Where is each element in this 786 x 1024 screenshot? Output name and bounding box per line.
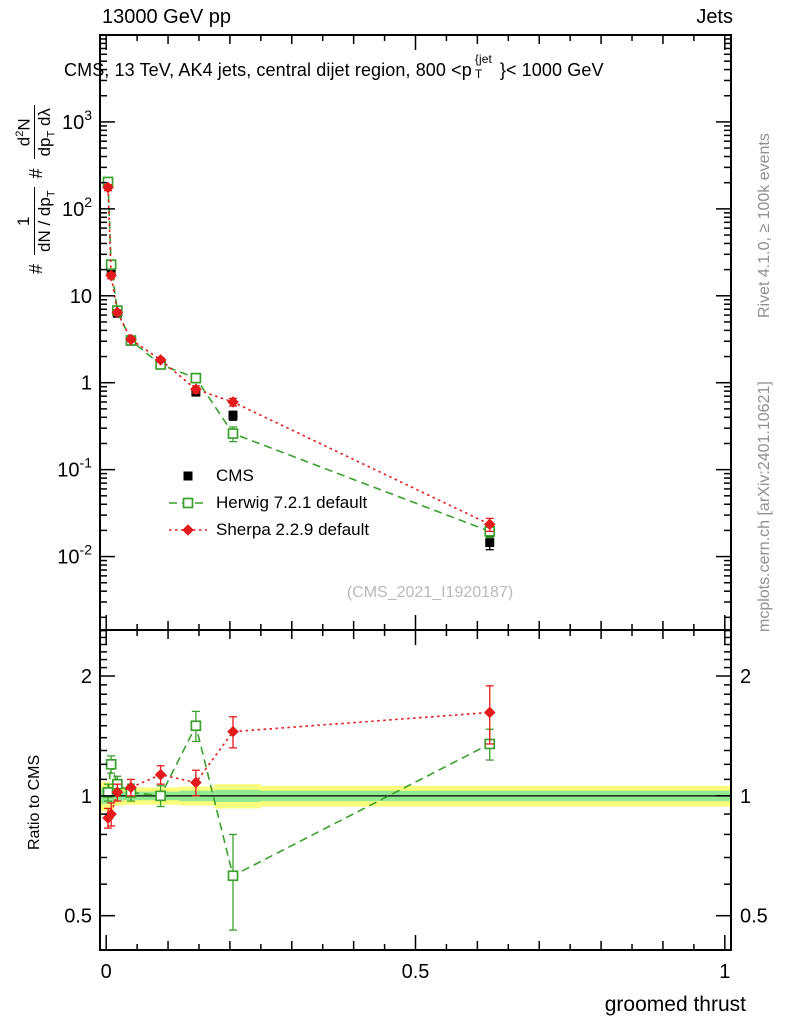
hash-symbol-2: #	[25, 168, 46, 179]
legend-item-cms: CMS	[168, 462, 369, 489]
svg-text:0.5: 0.5	[740, 906, 768, 928]
analysis-id-watermark: (CMS_2021_I1920187)	[346, 584, 514, 601]
svg-text:0.5: 0.5	[402, 961, 430, 983]
norm-fraction: 1 dN / dpT	[14, 187, 58, 255]
plot-title-text-2: }< 1000 GeV	[499, 60, 604, 80]
plot-title-text-1: CMS, 13 TeV, AK4 jets, central dijet reg…	[64, 60, 472, 80]
x-axis-label: groomed thrust	[604, 993, 746, 1016]
pt-subscript: T	[474, 67, 483, 81]
obs-den-text: dp	[35, 137, 55, 157]
svg-text:10-1: 10-1	[57, 455, 92, 482]
x-ticks	[105, 35, 726, 630]
svg-text:2: 2	[81, 666, 92, 688]
obs-num-d: d	[14, 136, 34, 147]
cms-marker-icon	[168, 466, 208, 486]
herwig-marker-icon	[168, 493, 208, 513]
svg-text:2: 2	[740, 666, 751, 688]
ratio-y-axis-label: Ratio to CMS	[26, 754, 43, 850]
svg-text:1: 1	[740, 786, 751, 808]
main-y-axis-label: # 1 dN / dpT # d2N dpT dλ	[14, 105, 58, 274]
analysis-group-label: Jets	[696, 6, 733, 28]
ratio-y-ticks	[100, 629, 731, 917]
observable-fraction-num: d2N	[14, 105, 36, 160]
legend: CMS Herwig 7.2.1 default Sherpa 2.2.9 de…	[168, 462, 369, 543]
svg-text:103: 103	[62, 107, 92, 134]
main-y-ticks	[100, 34, 731, 619]
legend-item-sherpa: Sherpa 2.2.9 default	[168, 516, 369, 543]
observable-fraction: d2N dpT dλ	[14, 105, 58, 160]
observable-fraction-den: dpT dλ	[35, 105, 58, 159]
legend-item-herwig: Herwig 7.2.1 default	[168, 489, 369, 516]
rivet-version-note: Rivet 4.1.0, ≥ 100k events	[756, 133, 773, 318]
sherpa-marker-icon	[168, 520, 208, 540]
obs-num-n: N	[14, 118, 34, 131]
hash-symbol-1: #	[25, 263, 46, 274]
svg-text:10-2: 10-2	[57, 542, 92, 569]
svg-text:1: 1	[719, 961, 730, 983]
obs-num-sup: 2	[14, 130, 26, 137]
norm-den-sub: T	[45, 190, 58, 198]
norm-fraction-num: 1	[14, 187, 35, 255]
plot-title: CMS, 13 TeV, AK4 jets, central dijet reg…	[64, 52, 604, 81]
obs-den-lambda: dλ	[35, 108, 55, 131]
svg-text:0: 0	[101, 961, 112, 983]
pt-jet-notation: {jet T	[472, 52, 500, 81]
svg-text:0.5: 0.5	[64, 906, 92, 928]
svg-text:102: 102	[62, 194, 92, 221]
svg-text:10: 10	[70, 286, 92, 308]
series-sherpa-main	[102, 181, 496, 533]
mcplots-arxiv-note: mcplots.cern.ch [arXiv:2401.10621]	[756, 381, 773, 632]
obs-den-sub: T	[45, 130, 58, 138]
legend-label-cms: CMS	[216, 465, 254, 485]
norm-fraction-den: dN / dpT	[35, 187, 58, 255]
legend-label-herwig: Herwig 7.2.1 default	[216, 492, 368, 512]
norm-den-text: dN / dp	[34, 197, 54, 252]
beam-energy-label: 13000 GeV pp	[102, 6, 231, 28]
svg-text:1: 1	[81, 786, 92, 808]
legend-label-sherpa: Sherpa 2.2.9 default	[216, 519, 370, 539]
series-herwig-ratio	[102, 710, 496, 931]
svg-text:1: 1	[81, 373, 92, 395]
pt-superscript: {jet	[474, 52, 492, 66]
